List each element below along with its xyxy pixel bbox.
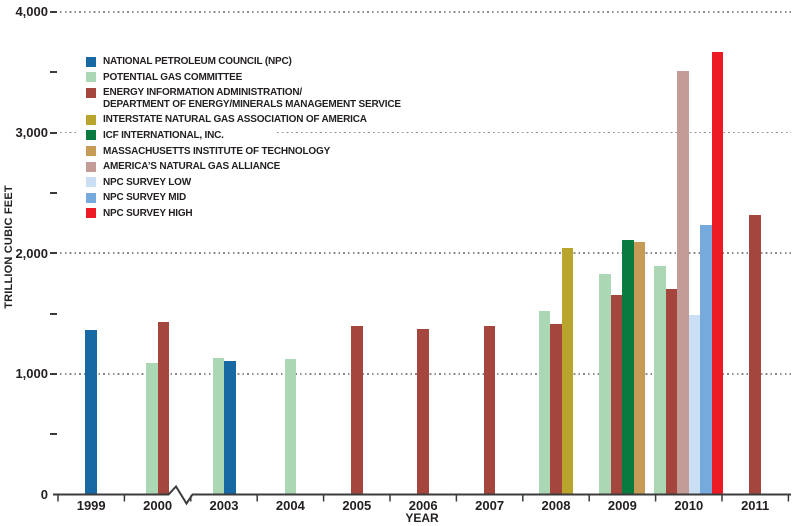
bar-2008-eia — [550, 324, 562, 495]
legend-swatch-pgc — [86, 72, 96, 83]
y-tick-label-4000: 4,000 — [15, 4, 48, 20]
y-major-tick-4000 — [50, 10, 57, 13]
legend-swatch-anga — [86, 161, 96, 172]
legend-label-mit: MASSACHUSETTS INSTITUTE OF TECHNOLOGY — [103, 146, 330, 158]
y-major-tick-2000 — [50, 252, 57, 255]
bar-2008-ingaa — [561, 248, 574, 495]
x-tick-label-2003: 2003 — [209, 498, 239, 513]
legend-swatch-ingaa — [86, 114, 96, 125]
legend-label-line1: INTERSTATE NATURAL GAS ASSOCIATION OF AM… — [103, 114, 367, 126]
y-tick-label-2000: 2,000 — [15, 245, 48, 261]
bar-2004-pgc — [284, 359, 297, 495]
legend-label-line1: NPC SURVEY LOW — [103, 176, 191, 188]
legend-label-line1: NATIONAL PETROLEUM COUNCIL (NPC) — [103, 56, 292, 67]
gridline-2000 — [60, 252, 791, 255]
legend-item-icf: ICF INTERNATIONAL, INC. — [86, 130, 401, 142]
bar-2009-eia — [610, 295, 623, 495]
x-tick-label-2009: 2009 — [607, 498, 637, 513]
bar-2009-icf — [622, 239, 634, 495]
bar-2000-pgc — [146, 362, 158, 495]
legend-item-npc: NATIONAL PETROLEUM COUNCIL (NPC) — [86, 56, 401, 68]
legend-item-npc_low: NPC SURVEY LOW — [86, 177, 401, 189]
bar-2010-pgc — [654, 266, 666, 495]
legend-swatch-mit — [86, 146, 96, 157]
bar-2010-npc_high — [711, 51, 724, 495]
legend-label-ingaa: INTERSTATE NATURAL GAS ASSOCIATION OF AM… — [103, 114, 367, 126]
legend-label-npc: NATIONAL PETROLEUM COUNCIL (NPC) — [103, 56, 292, 68]
x-tick-label-2011: 2011 — [741, 498, 770, 513]
gridline-3000 — [277, 131, 791, 134]
legend-label-eia: ENERGY INFORMATION ADMINISTRATION/DEPART… — [103, 87, 401, 110]
legend-label-anga: AMERICA’S NATURAL GAS ALLIANCE — [103, 161, 280, 173]
bar-2010-eia — [665, 289, 678, 495]
y-minor-tick-2500 — [50, 191, 57, 194]
y-major-tick-3000 — [50, 131, 57, 134]
bar-2000-eia — [157, 321, 170, 495]
x-tick-label-2007: 2007 — [475, 498, 505, 513]
legend-item-ingaa: INTERSTATE NATURAL GAS ASSOCIATION OF AM… — [86, 114, 401, 126]
x-tick-label-2004: 2004 — [275, 498, 305, 513]
y-tick-label-3000: 3,000 — [15, 125, 48, 141]
bar-2010-npc_low — [688, 314, 701, 495]
bar-2007-eia — [483, 325, 496, 495]
bar-2009-mit — [633, 242, 646, 495]
x-axis-title: YEAR — [405, 511, 439, 525]
legend-label-line1: NPC SURVEY MID — [103, 192, 186, 204]
bar-2008-pgc — [538, 311, 551, 495]
legend-label-line1: MASSACHUSETTS INSTITUTE OF TECHNOLOGY — [103, 145, 331, 157]
y-tick-label-1000: 1,000 — [15, 366, 48, 382]
x-tick-label-1999: 1999 — [76, 498, 106, 513]
legend-label-npc_high: NPC SURVEY HIGH — [103, 207, 193, 220]
legend-label-npc_low: NPC SURVEY LOW — [103, 177, 191, 189]
x-tick-label-2010: 2010 — [674, 498, 704, 513]
x-tick-label-2005: 2005 — [342, 498, 372, 513]
x-tick-label-2008: 2008 — [541, 498, 571, 513]
bar-2006-eia — [417, 329, 429, 495]
legend-swatch-eia — [86, 87, 96, 98]
legend-item-mit: MASSACHUSETTS INSTITUTE OF TECHNOLOGY — [86, 146, 401, 158]
bar-2005-eia — [351, 325, 363, 495]
y-major-tick-1000 — [50, 372, 57, 375]
gridline-3000 — [60, 131, 76, 134]
legend-item-pgc: POTENTIAL GAS COMMITTEE — [86, 72, 401, 84]
legend-swatch-npc_low — [86, 177, 96, 188]
bar-2010-npc_mid — [700, 225, 712, 495]
legend-label-line1: POTENTIAL GAS COMMITTEE — [103, 71, 243, 83]
legend-label-line1: AMERICA’S NATURAL GAS ALLIANCE — [103, 161, 281, 173]
y-minor-tick-3500 — [50, 71, 57, 74]
bar-2009-pgc — [599, 273, 611, 495]
legend: NATIONAL PETROLEUM COUNCIL (NPC) POTENTIA… — [86, 56, 401, 224]
legend-item-anga: AMERICA’S NATURAL GAS ALLIANCE — [86, 161, 401, 173]
legend-swatch-npc_mid — [86, 192, 96, 203]
bar-2003-pgc — [212, 358, 224, 495]
bar-1999-npc — [85, 330, 97, 495]
legend-item-npc_high: NPC SURVEY HIGH — [86, 208, 401, 220]
legend-item-npc_mid: NPC SURVEY MID — [86, 192, 401, 204]
legend-swatch-npc_high — [86, 208, 96, 219]
bar-2003-npc — [224, 360, 236, 495]
bar-2011-eia — [749, 214, 761, 495]
legend-label-line2: DEPARTMENT OF ENERGY/MINERALS MANAGEMENT… — [103, 98, 401, 110]
x-tick-label-2000: 2000 — [143, 498, 173, 513]
legend-item-eia: ENERGY INFORMATION ADMINISTRATION/DEPART… — [86, 87, 401, 110]
legend-swatch-icf — [86, 130, 96, 141]
legend-label-line1: NPC SURVEY HIGH — [103, 207, 193, 219]
legend-label-line1: ICF INTERNATIONAL, INC. — [103, 129, 224, 141]
legend-swatch-npc — [86, 56, 96, 67]
y-tick-label-0: 0 — [40, 487, 48, 502]
legend-label-line1: ENERGY INFORMATION ADMINISTRATION/ — [103, 87, 302, 99]
bar-2010-anga — [677, 71, 689, 495]
y-minor-tick-500 — [50, 433, 57, 436]
legend-label-npc_mid: NPC SURVEY MID — [103, 192, 186, 204]
y-minor-tick-1500 — [50, 312, 57, 315]
legend-label-icf: ICF INTERNATIONAL, INC. — [103, 130, 224, 142]
gridline-4000 — [60, 11, 791, 13]
legend-label-pgc: POTENTIAL GAS COMMITTEE — [103, 72, 242, 84]
